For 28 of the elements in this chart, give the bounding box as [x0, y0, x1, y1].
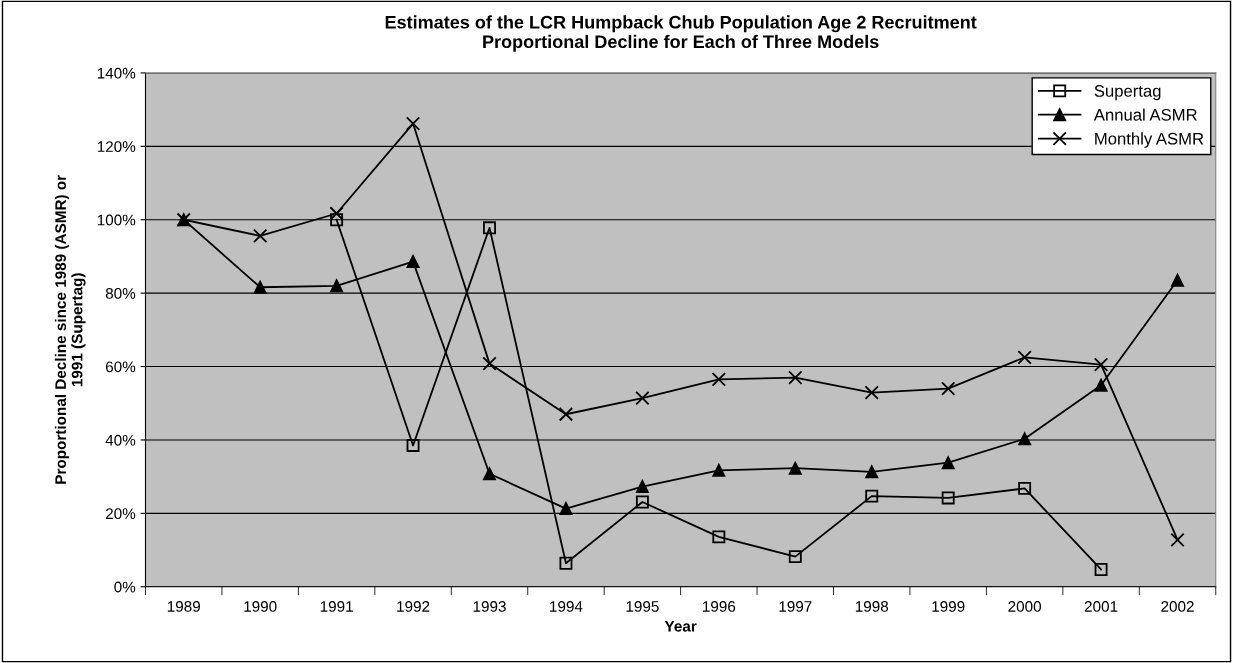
y-tick-label: 60%: [105, 361, 136, 373]
x-tick-label: 1989: [167, 601, 200, 612]
x-tick-label: 1995: [626, 601, 659, 612]
legend-label: Monthly ASMR: [1095, 132, 1204, 148]
y-axis-title: Proportional Decline since 1989 (ASMR) or 1991 (Supertag): [54, 175, 86, 484]
x-tick-label: 1994: [550, 601, 583, 612]
x-axis-title: Year: [664, 621, 697, 632]
y-tick-label: 20%: [105, 508, 136, 520]
x-tick-label: 2002: [1161, 601, 1194, 612]
y-tick-label: 140%: [97, 67, 136, 79]
y-tick-label: 0%: [114, 581, 136, 593]
x-tick-label: 1998: [855, 601, 889, 612]
x-tick-label: 1996: [703, 601, 736, 612]
legend-label: Supertag: [1094, 85, 1161, 101]
x-tick-label: 1999: [932, 601, 965, 612]
y-tick-label: 120%: [97, 141, 136, 153]
y-tick-label: 100%: [97, 214, 136, 226]
legend-label: Annual ASMR: [1093, 108, 1197, 121]
x-tick-label: 1993: [473, 601, 506, 612]
x-tick-label: 1990: [244, 601, 277, 612]
x-tick-label: 1991: [320, 601, 353, 612]
x-tick-label: 2001: [1084, 601, 1118, 612]
x-tick-label: 1992: [397, 601, 430, 612]
x-tick-label: 2000: [1008, 601, 1042, 612]
y-tick-label: 80%: [105, 288, 136, 299]
y-tick-label: 40%: [105, 434, 136, 446]
chart-title: Estimates of the LCR Humpback Chub Population Age 2 Recruitment Proportional Decline for Each of Three Models: [385, 15, 977, 52]
x-tick-label: 1997: [779, 601, 812, 612]
